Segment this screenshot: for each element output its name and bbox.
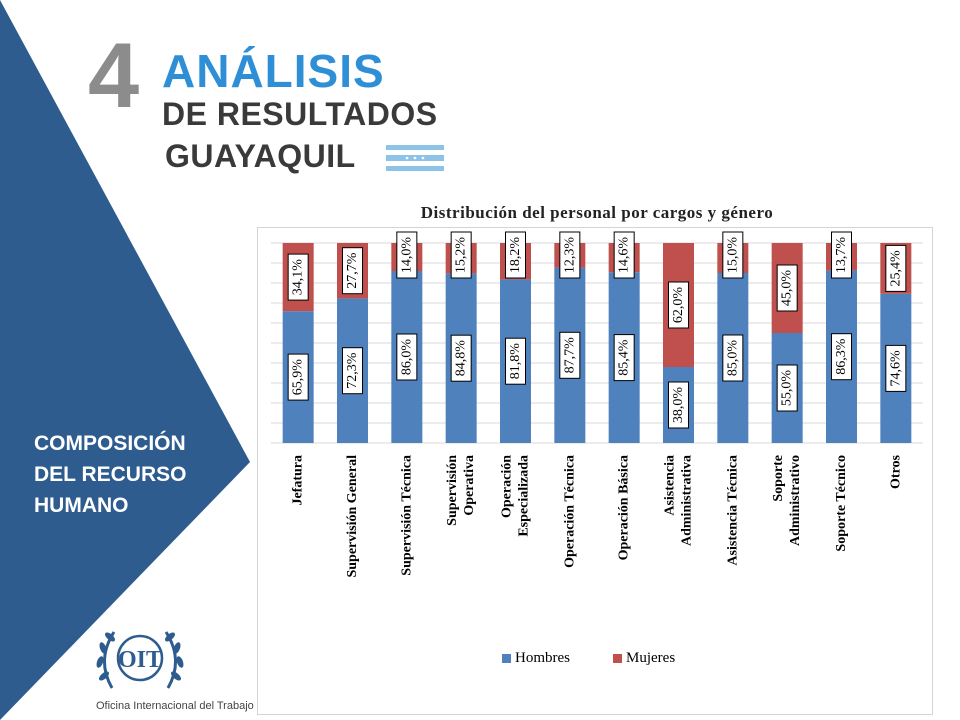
chart-title: Distribución del personal por cargos y g…: [420, 203, 774, 222]
data-label-hombres-box: [287, 353, 309, 401]
category-label: Administrativo: [788, 455, 803, 546]
sidebar-triangle: [0, 0, 250, 720]
category-label: Asistencia: [663, 455, 678, 516]
data-label-mujeres-box: [505, 231, 526, 279]
data-label-mujeres: 62,0%: [671, 287, 686, 324]
data-label-hombres-box: [613, 334, 635, 382]
data-label-mujeres-box: [342, 247, 363, 295]
category-label: Operación: [500, 455, 515, 518]
data-label-mujeres: 14,6%: [617, 237, 632, 274]
legend-label-mujeres: Mujeres: [626, 650, 675, 666]
data-label-hombres-box: [396, 333, 418, 381]
data-label-mujeres-box: [450, 231, 472, 279]
data-label-mujeres: 12,3%: [562, 237, 577, 274]
page-title: ANÁLISIS: [162, 45, 385, 97]
category-label: Soporte Técnico: [834, 455, 849, 552]
page-subtitle: DE RESULTADOS: [162, 96, 438, 132]
data-label-hombres: 74,6%: [888, 350, 903, 387]
data-label-hombres: 86,0%: [399, 339, 414, 376]
legend-swatch-hombres: [502, 654, 511, 663]
data-label-mujeres-box: [668, 281, 689, 329]
legend-swatch-mujeres: [613, 654, 622, 663]
data-label-mujeres-box: [722, 231, 744, 279]
data-label-mujeres: 14,0%: [399, 237, 414, 274]
data-label-hombres: 65,9%: [291, 359, 306, 396]
category-label: Soporte: [771, 455, 786, 502]
data-label-hombres: 55,0%: [780, 370, 795, 407]
data-label-hombres-box: [776, 364, 798, 412]
data-label-mujeres: 45,0%: [780, 270, 795, 307]
category-label: Administrativa: [680, 455, 695, 546]
section-label-line: COMPOSICIÓN: [34, 432, 186, 455]
data-label-mujeres-box: [559, 231, 581, 279]
category-label: Operación Técnica: [562, 455, 577, 568]
data-label-mujeres-box: [831, 231, 852, 279]
category-label: Operación Básica: [617, 455, 632, 560]
category-label: Asistencia Técnica: [725, 455, 740, 566]
data-label-hombres: 81,8%: [508, 343, 523, 380]
data-label-hombres-box: [885, 344, 907, 392]
data-label-mujeres-box: [287, 253, 309, 301]
data-label-mujeres: 18,2%: [508, 237, 523, 274]
chart-frame: [257, 227, 933, 715]
data-label-mujeres: 15,2%: [454, 237, 469, 274]
data-label-hombres-box: [342, 347, 363, 395]
data-label-mujeres-box: [613, 231, 635, 279]
data-label-mujeres: 27,7%: [345, 252, 360, 289]
category-label: Operativa: [462, 455, 477, 516]
category-label: Supervisión General: [345, 455, 360, 578]
data-label-hombres: 87,7%: [562, 337, 577, 374]
logo-text: OIT: [118, 647, 162, 673]
data-label-hombres-box: [450, 334, 472, 382]
data-label-hombres: 85,0%: [725, 340, 740, 377]
section-label-line: DEL RECURSO: [34, 463, 187, 486]
city-name: GUAYAQUIL: [165, 138, 356, 174]
logo-caption: Oficina Internacional del Trabajo: [96, 700, 254, 712]
oit-laurel-logo-icon: OIT: [96, 631, 184, 689]
data-label-mujeres: 15,0%: [725, 237, 740, 274]
data-label-mujeres: 34,1%: [291, 259, 306, 296]
category-label: Supervisión: [445, 455, 460, 526]
data-label-hombres-box: [559, 331, 581, 379]
data-label-hombres-box: [831, 333, 852, 381]
section-label: COMPOSICIÓN DEL RECURSO HUMANO: [34, 428, 234, 521]
data-label-hombres: 86,3%: [834, 338, 849, 375]
category-label: Especializada: [517, 455, 532, 537]
guayaquil-flag-icon: [386, 145, 444, 171]
data-label-mujeres: 13,7%: [834, 237, 849, 274]
data-label-hombres: 84,8%: [454, 340, 469, 377]
data-label-hombres: 38,0%: [671, 387, 686, 424]
data-label-hombres-box: [505, 337, 526, 385]
category-label: Supervisión Técnica: [399, 455, 414, 576]
section-number: 4: [88, 25, 140, 127]
data-label-hombres-box: [668, 381, 689, 429]
data-label-hombres-box: [722, 334, 744, 382]
legend-label-hombres: Hombres: [515, 650, 570, 666]
category-label: Otros: [888, 454, 903, 489]
data-label-mujeres-box: [396, 231, 418, 279]
section-label-line: HUMANO: [34, 494, 129, 517]
data-label-mujeres-box: [885, 244, 907, 292]
data-label-hombres: 72,3%: [345, 352, 360, 389]
category-label: Jefatura: [291, 455, 306, 506]
data-label-mujeres: 25,4%: [888, 250, 903, 287]
data-label-hombres: 85,4%: [617, 339, 632, 376]
data-label-mujeres-box: [776, 264, 798, 312]
stacked-bar-chart: 65,9% 34,1% Jefatura 72,3% 27,7% Supervisión …: [271, 231, 923, 666]
sidebar-background: [0, 0, 250, 720]
